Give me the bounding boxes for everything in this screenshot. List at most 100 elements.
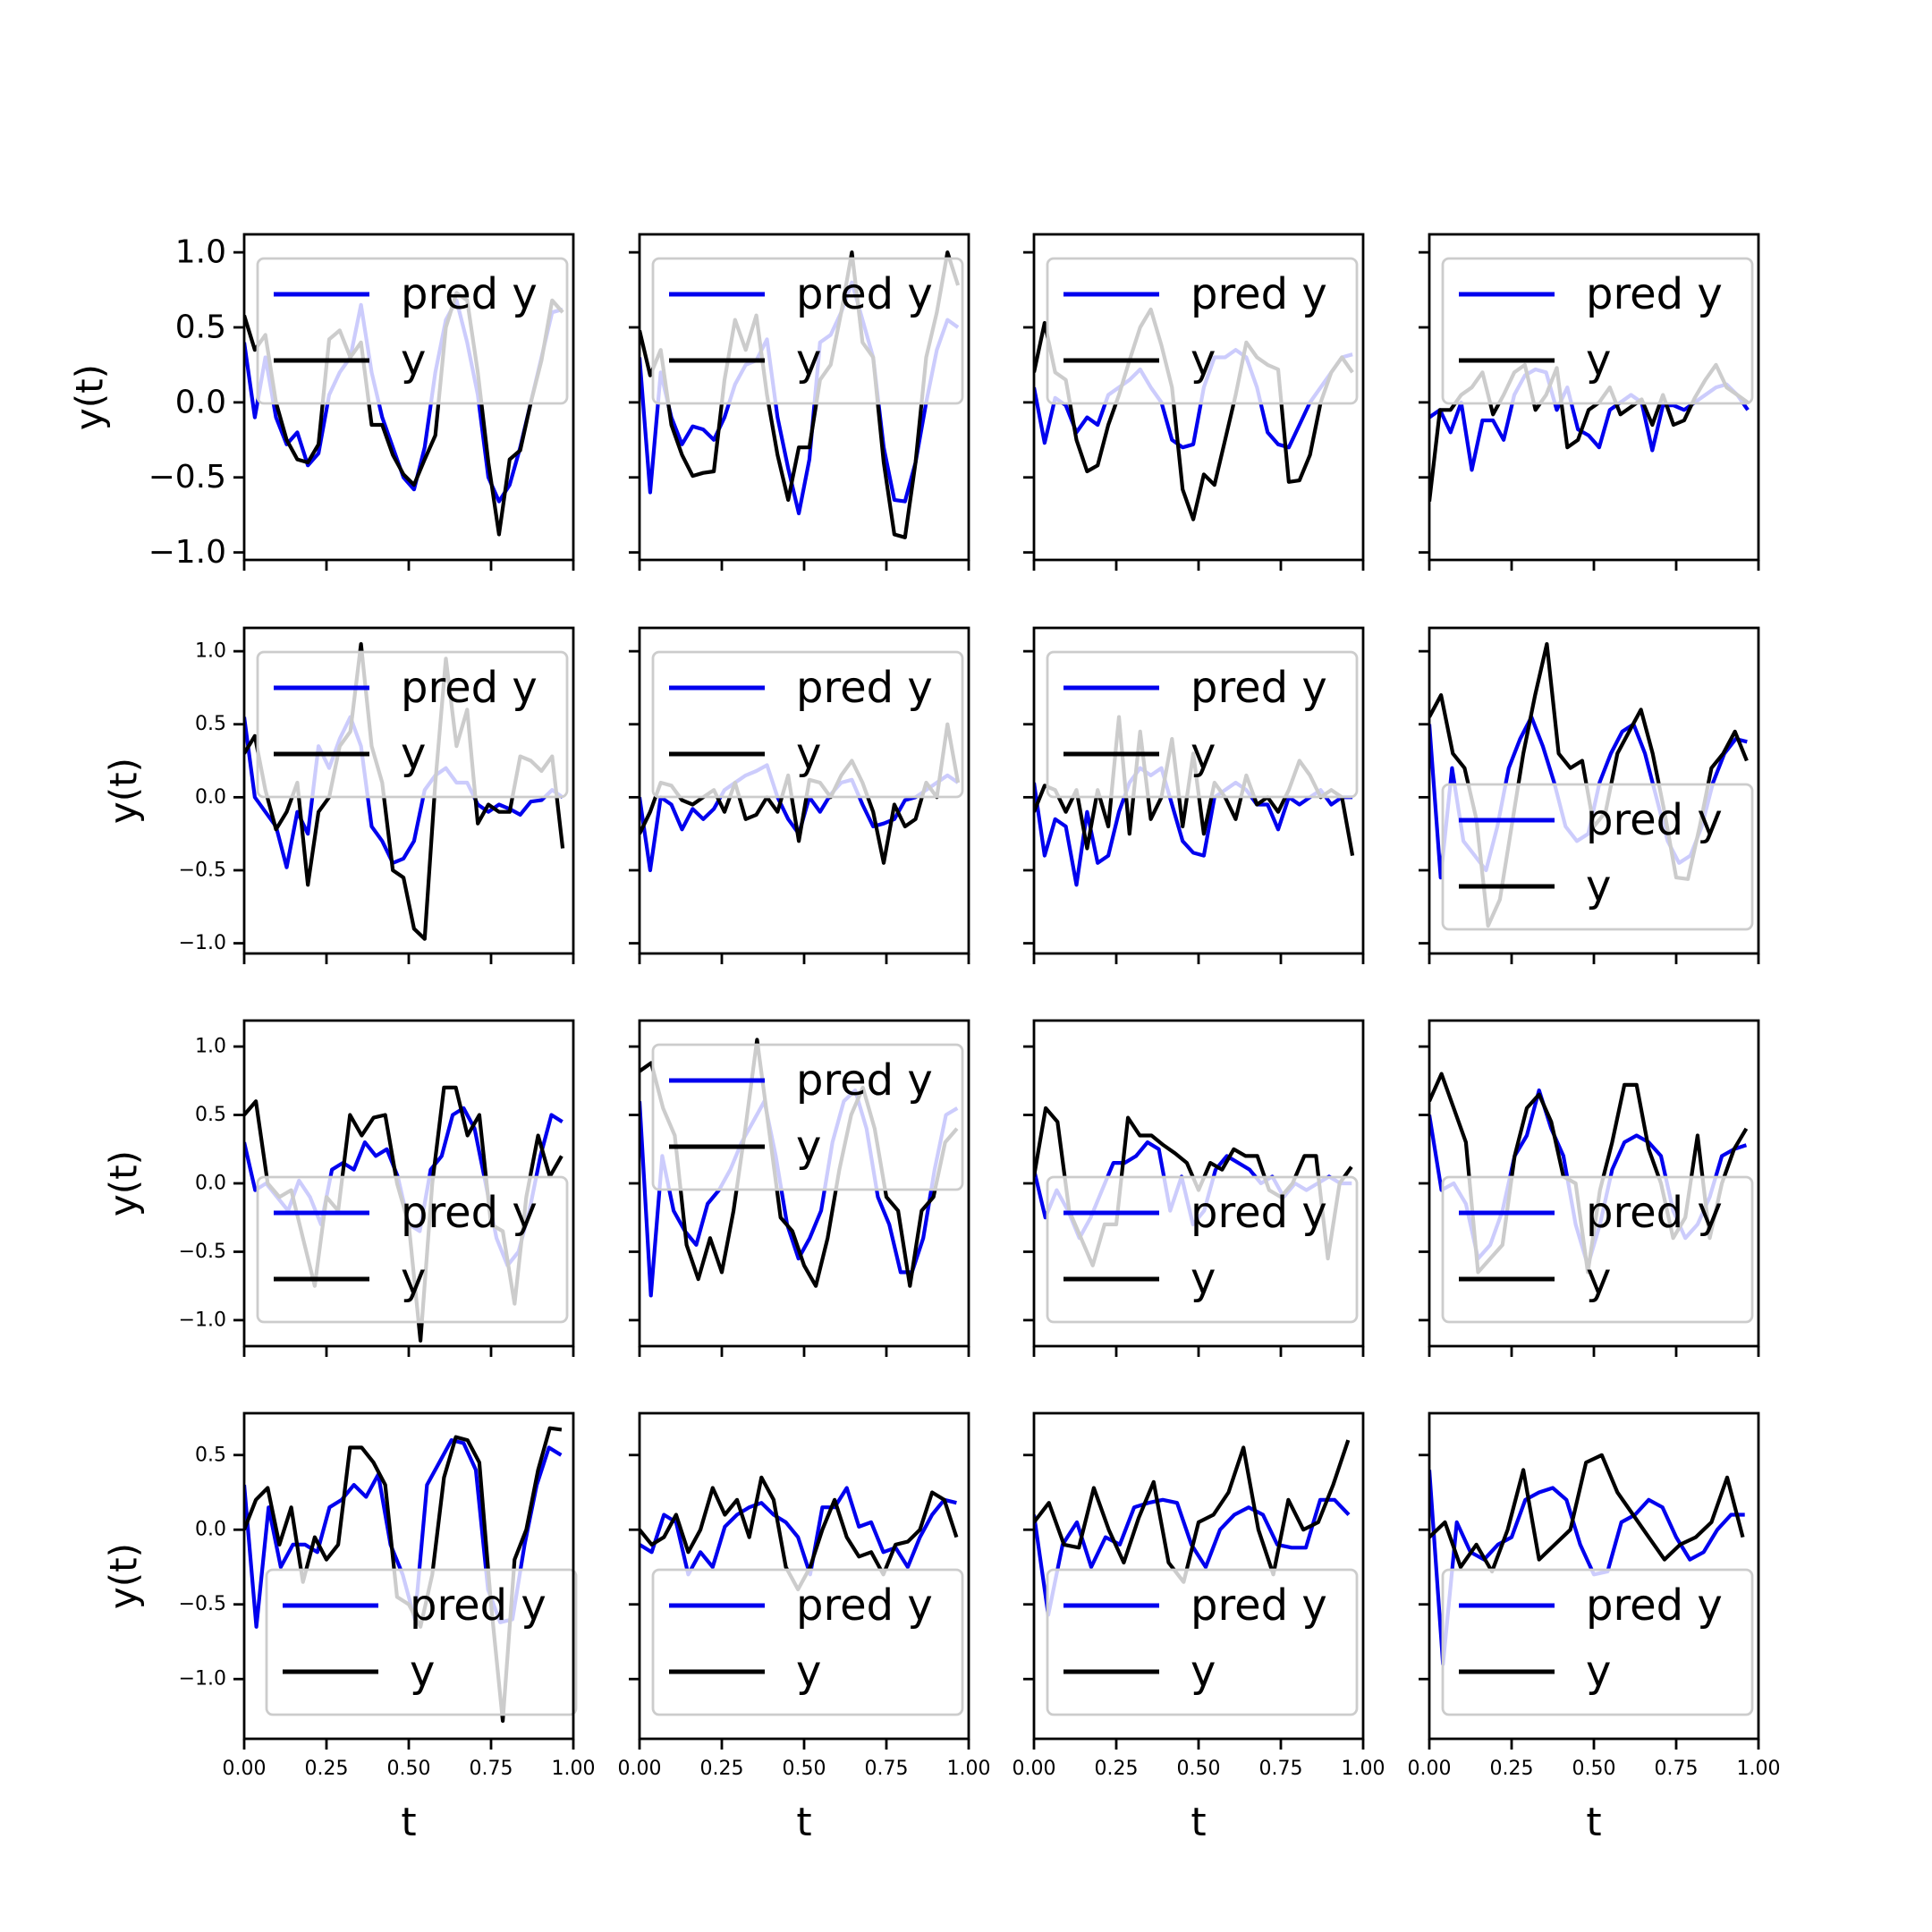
y-axis-label: y(t) bbox=[68, 364, 112, 430]
legend: pred y y bbox=[256, 1175, 569, 1324]
x-tick-label: 0.25 bbox=[700, 1758, 744, 1780]
x-axis-label: t bbox=[1586, 1800, 1601, 1845]
legend: pred y y bbox=[256, 650, 569, 799]
legend: pred y y bbox=[1046, 257, 1359, 405]
panel-6: pred y y bbox=[629, 626, 970, 964]
legend-label: pred y bbox=[1191, 663, 1327, 713]
x-tick-label: 0.75 bbox=[1259, 1758, 1303, 1780]
y-axis-label: y(t) bbox=[102, 1543, 146, 1609]
legend-label: pred y bbox=[796, 1580, 933, 1631]
x-tick-label: 0.25 bbox=[305, 1758, 349, 1780]
pred-y-line bbox=[640, 1486, 957, 1577]
legend-label: pred y bbox=[1191, 269, 1327, 319]
x-tick-label: 0.75 bbox=[470, 1758, 513, 1780]
legend-label: y bbox=[401, 335, 426, 386]
panel-3: pred y y bbox=[1023, 233, 1365, 571]
x-tick-label: 0.25 bbox=[1095, 1758, 1139, 1780]
legend-label: y bbox=[401, 729, 426, 779]
legend-label: y bbox=[1191, 1647, 1216, 1697]
legend-label: y bbox=[1586, 1254, 1611, 1304]
legend-label: pred y bbox=[1191, 1188, 1327, 1238]
x-tick-label: 0.50 bbox=[387, 1758, 431, 1780]
legend: pred y y bbox=[1046, 1568, 1359, 1716]
legend: pred y y bbox=[651, 257, 964, 405]
x-tick-label: 1.00 bbox=[552, 1758, 596, 1780]
pred-y-line bbox=[1429, 1470, 1745, 1666]
y-tick-label: 0.0 bbox=[195, 786, 226, 809]
legend: pred y y bbox=[1441, 257, 1754, 405]
pred-y-line bbox=[244, 298, 564, 504]
legend-label: pred y bbox=[796, 663, 933, 713]
y-line bbox=[640, 1038, 959, 1288]
y-tick-label: 0.0 bbox=[195, 1173, 226, 1195]
legend-label: y bbox=[1191, 335, 1216, 386]
y-tick-label: −1.0 bbox=[179, 1309, 226, 1331]
legend-label: pred y bbox=[1586, 795, 1723, 845]
y-tick-label: 1.0 bbox=[175, 234, 226, 271]
y-line bbox=[1034, 1439, 1351, 1584]
legend: pred y y bbox=[1046, 1175, 1359, 1324]
y-line bbox=[640, 722, 961, 865]
panel-8: pred y y bbox=[1419, 626, 1760, 964]
legend-label: pred y bbox=[410, 1580, 547, 1631]
panel-2: pred y y bbox=[629, 233, 970, 571]
panel-11: pred y y bbox=[1023, 1019, 1365, 1357]
x-tick-label: 0.00 bbox=[1013, 1758, 1056, 1780]
y-tick-label: 0.0 bbox=[175, 384, 226, 420]
y-axis-label: y(t) bbox=[102, 1150, 146, 1216]
legend-label: pred y bbox=[1586, 269, 1723, 319]
panel-10: pred y y bbox=[629, 1019, 970, 1357]
legend: pred y y bbox=[1046, 650, 1359, 799]
legend-label: pred y bbox=[1191, 1580, 1327, 1631]
y-line bbox=[1034, 307, 1354, 521]
legend: pred y y bbox=[1441, 1175, 1754, 1324]
legend-label: y bbox=[796, 335, 821, 386]
x-axis-label: t bbox=[796, 1800, 811, 1845]
legend-label: y bbox=[401, 1254, 426, 1304]
panel-9: pred y y −1.0 −0.5 0.0 0.5 1.0 y(t) bbox=[102, 1019, 575, 1357]
x-axis-label: t bbox=[401, 1800, 416, 1845]
legend-label: y bbox=[1586, 335, 1611, 386]
legend: pred y y bbox=[265, 1568, 578, 1716]
x-tick-label: 0.75 bbox=[865, 1758, 909, 1780]
y-tick-label: −0.5 bbox=[148, 459, 226, 496]
pred-y-line bbox=[640, 1088, 959, 1298]
x-tick-label: 0.50 bbox=[1572, 1758, 1616, 1780]
x-tick-label: 1.00 bbox=[947, 1758, 991, 1780]
panel-14: pred y y 0.00 0.25 0.50 0.75 1.00 t bbox=[618, 1411, 991, 1845]
legend-label: y bbox=[796, 1647, 821, 1697]
legend-label: pred y bbox=[796, 269, 933, 319]
legend-label: y bbox=[410, 1647, 435, 1697]
y-tick-label: −1.0 bbox=[179, 1668, 226, 1690]
y-tick-label: 0.5 bbox=[195, 713, 226, 735]
panel-16: pred y y 0.00 0.25 0.50 0.75 1.00 t bbox=[1408, 1411, 1781, 1845]
legend: pred y y bbox=[651, 1043, 964, 1191]
y-line bbox=[244, 291, 564, 537]
legend-label: y bbox=[1586, 861, 1611, 911]
panel-5: pred y y −1.0 −0.5 0.0 0.5 1.0 y(t) bbox=[102, 626, 575, 964]
y-axis-label: y(t) bbox=[102, 758, 146, 824]
x-tick-label: 0.00 bbox=[1408, 1758, 1452, 1780]
legend: pred y y bbox=[651, 650, 964, 799]
panel-1: pred y y −1.0 −0.5 0.0 0.5 1.0 y(t) bbox=[68, 233, 575, 571]
y-tick-label: 0.5 bbox=[195, 1444, 226, 1466]
panel-15: pred y y 0.00 0.25 0.50 0.75 1.00 t bbox=[1013, 1411, 1385, 1845]
x-tick-label: 0.75 bbox=[1655, 1758, 1699, 1780]
x-tick-label: 1.00 bbox=[1737, 1758, 1781, 1780]
legend-label: y bbox=[796, 729, 821, 779]
legend-label: pred y bbox=[401, 663, 538, 713]
y-tick-label: −1.0 bbox=[179, 932, 226, 954]
x-axis-label: t bbox=[1191, 1800, 1206, 1845]
panel-12: pred y y bbox=[1419, 1019, 1760, 1357]
x-tick-label: 0.00 bbox=[223, 1758, 267, 1780]
panel-13: pred y y −1.0 −0.5 0.0 0.5 0.00 0.25 0.50 0.75 1.0… bbox=[102, 1411, 596, 1845]
y-tick-label: 1.0 bbox=[195, 640, 226, 663]
y-line bbox=[640, 250, 961, 539]
legend-label: pred y bbox=[1586, 1580, 1723, 1631]
y-line bbox=[1429, 1453, 1745, 1574]
y-tick-label: 0.5 bbox=[195, 1104, 226, 1126]
legend: pred y y bbox=[1441, 783, 1754, 931]
legend: pred y y bbox=[256, 257, 569, 405]
legend-label: y bbox=[1586, 1647, 1611, 1697]
legend-label: pred y bbox=[1586, 1188, 1723, 1238]
